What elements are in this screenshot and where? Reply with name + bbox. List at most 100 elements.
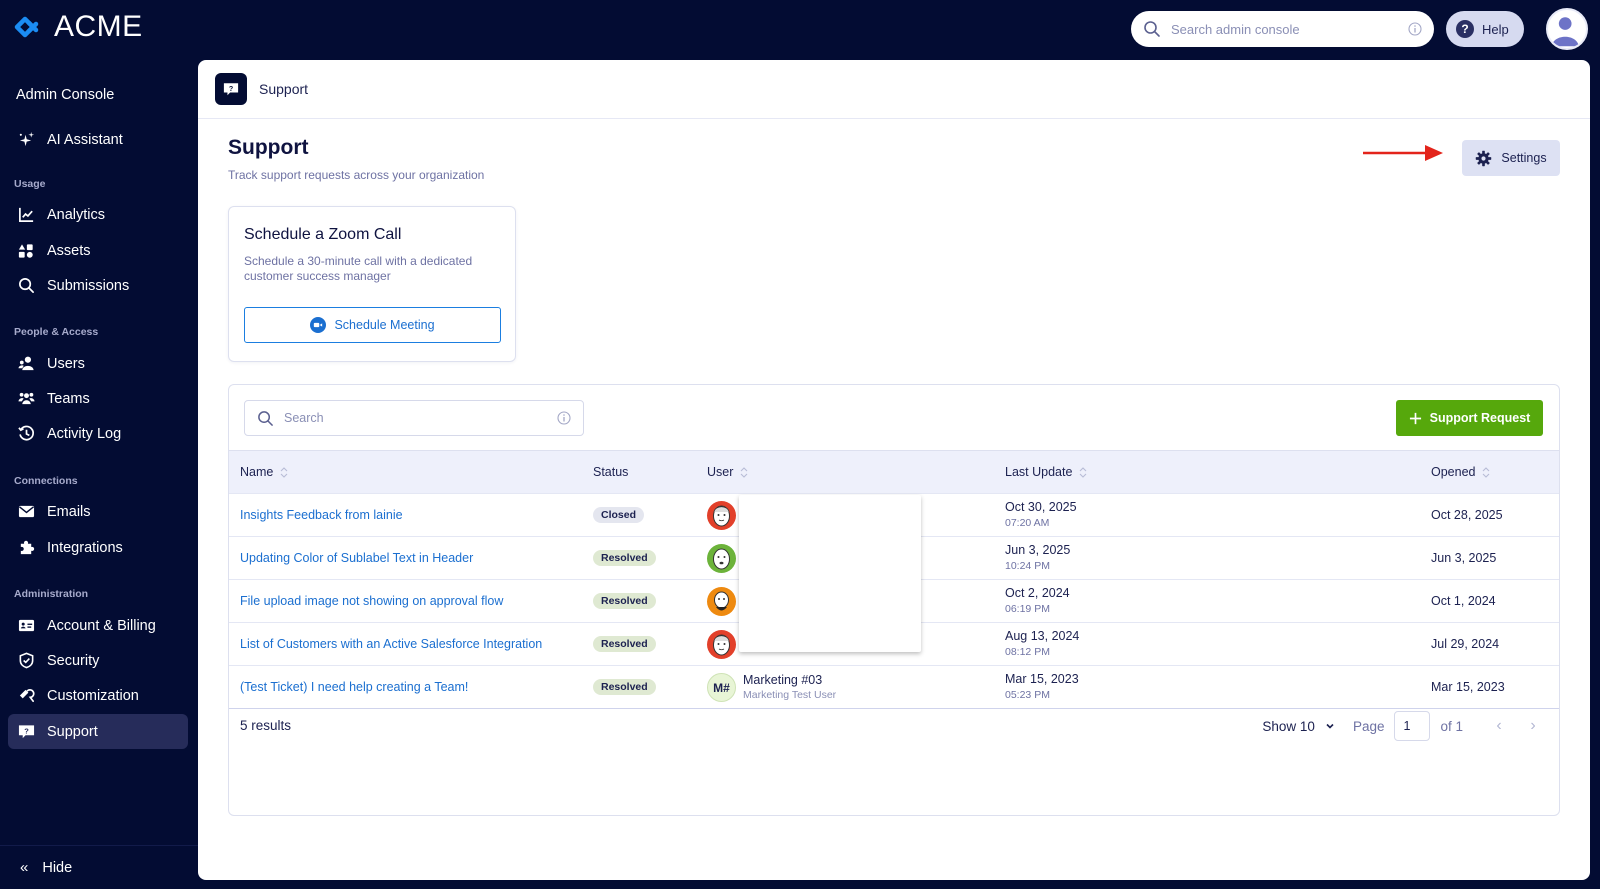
user-avatar — [707, 630, 736, 659]
next-page-chevron-right-icon[interactable]: › — [1530, 717, 1536, 734]
main-panel: ? Support Support Track support requests… — [198, 60, 1590, 880]
ticket-name-link[interactable]: Insights Feedback from lainie — [240, 508, 403, 522]
column-label: Opened — [1431, 465, 1476, 479]
shield-check-icon — [17, 652, 35, 670]
id-card-icon — [17, 617, 35, 635]
user-name: Marketing #03 — [743, 673, 823, 687]
illustrated-face-icon — [713, 634, 730, 656]
global-search-input[interactable] — [1171, 21, 1408, 37]
help-label: Help — [1482, 21, 1509, 37]
ticket-name-link[interactable]: (Test Ticket) I need help creating a Tea… — [240, 680, 469, 694]
support-chat-icon: ? — [215, 73, 247, 105]
user-subtitle: Marketing Test User — [743, 689, 837, 701]
illustrated-face-icon — [713, 505, 730, 527]
table-row[interactable]: List of Customers with an Active Salesfo… — [229, 623, 1559, 666]
column-header-name[interactable]: Name — [240, 465, 288, 479]
sidebar-item-customization[interactable]: Customization — [8, 678, 188, 713]
chart-line-icon — [17, 206, 35, 224]
column-label: User — [707, 465, 734, 479]
user-avatar — [707, 501, 736, 530]
header-title: Support — [259, 81, 309, 97]
sidebar-item-ai-assistant[interactable]: AI Assistant — [8, 122, 188, 157]
sidebar-item-label: Users — [47, 355, 85, 372]
status-badge: Resolved — [593, 593, 656, 609]
puzzle-icon — [17, 539, 35, 557]
sidebar-item-integrations[interactable]: Integrations — [8, 530, 188, 565]
column-header-opened[interactable]: Opened — [1431, 465, 1490, 479]
results-count: 5 results — [240, 718, 292, 733]
status-badge: Resolved — [593, 636, 656, 652]
svg-text:?: ? — [24, 726, 29, 735]
status-badge: Closed — [593, 507, 645, 523]
table-search[interactable] — [244, 400, 584, 436]
status-badge: Resolved — [593, 550, 656, 566]
sort-icon — [741, 466, 748, 478]
ticket-name-link[interactable]: List of Customers with an Active Salesfo… — [240, 637, 543, 651]
sparkles-icon — [17, 131, 35, 149]
page-label: Page — [1352, 718, 1385, 734]
opened-date: Mar 15, 2023 — [1431, 680, 1505, 694]
user-avatar — [707, 587, 736, 616]
double-chevron-left-icon: « — [20, 859, 29, 876]
schedule-meeting-button[interactable]: Schedule Meeting — [244, 307, 501, 343]
column-header-last-update[interactable]: Last Update — [1005, 465, 1087, 479]
users-icon — [17, 355, 35, 373]
settings-button[interactable]: Settings — [1462, 140, 1560, 176]
info-icon[interactable] — [557, 411, 571, 425]
last-update-time: 08:12 PM — [1005, 646, 1050, 658]
last-update-date: Oct 2, 2024 — [1005, 586, 1070, 600]
section-label-people-access: People & Access — [14, 326, 99, 338]
last-update-date: Jun 3, 2025 — [1005, 543, 1071, 557]
last-update-date: Aug 13, 2024 — [1005, 629, 1080, 643]
user-silhouette-icon — [1551, 17, 1579, 47]
hide-sidebar-button[interactable]: « Hide — [0, 845, 198, 889]
section-label-usage: Usage — [14, 178, 46, 190]
ticket-name-link[interactable]: Updating Color of Sublabel Text in Heade… — [240, 551, 474, 565]
page-number-input[interactable] — [1394, 711, 1431, 741]
page-size-select[interactable]: Show 10 — [1262, 719, 1335, 734]
search-icon — [258, 410, 273, 426]
sidebar-item-security[interactable]: Security — [8, 643, 188, 678]
illustrated-face-icon — [713, 548, 730, 570]
previous-page-chevron-left-icon[interactable]: ‹ — [1496, 717, 1502, 734]
sidebar-item-analytics[interactable]: Analytics — [8, 197, 188, 232]
hide-label: Hide — [42, 859, 73, 876]
add-support-request-label: Support Request — [1429, 411, 1531, 425]
sidebar-item-label: AI Assistant — [47, 131, 123, 148]
global-search[interactable] — [1131, 11, 1434, 47]
zoom-card-title: Schedule a Zoom Call — [244, 226, 402, 243]
user-info-popover — [739, 495, 921, 652]
annotation-arrow-icon — [1363, 145, 1443, 161]
zoom-camera-icon — [310, 317, 327, 333]
user-avatar[interactable] — [1546, 8, 1588, 50]
sidebar-item-label: Submissions — [47, 277, 130, 294]
sidebar-item-assets[interactable]: Assets — [8, 233, 188, 268]
ticket-name-link[interactable]: File upload image not showing on approva… — [240, 594, 504, 608]
table-row[interactable]: (Test Ticket) I need help creating a Tea… — [229, 666, 1559, 709]
sidebar-item-submissions[interactable]: Submissions — [8, 268, 188, 303]
brand-name: ACME — [54, 10, 143, 43]
last-update-time: 05:23 PM — [1005, 689, 1050, 701]
sidebar-item-users[interactable]: Users — [8, 346, 188, 381]
page-size-label: Show 10 — [1262, 718, 1315, 734]
opened-date: Oct 1, 2024 — [1431, 594, 1496, 608]
sidebar-item-support[interactable]: ? Support — [8, 714, 188, 749]
column-header-user[interactable]: User — [707, 465, 748, 479]
column-header-status: Status — [593, 465, 628, 479]
grid-shapes-icon — [17, 242, 35, 260]
add-support-request-button[interactable]: Support Request — [1396, 400, 1543, 436]
sidebar-item-teams[interactable]: Teams — [8, 381, 188, 416]
table-search-input[interactable] — [284, 411, 557, 425]
acme-logo[interactable]: ACME — [14, 10, 143, 44]
top-bar: ACME ? Help — [0, 0, 1600, 58]
sidebar-item-emails[interactable]: Emails — [8, 494, 188, 529]
help-button[interactable]: ? Help — [1446, 11, 1524, 47]
last-update-time: 07:20 AM — [1005, 517, 1050, 529]
page-total-label: of 1 — [1440, 718, 1463, 734]
support-chat-icon: ? — [17, 723, 35, 741]
sort-icon — [1483, 466, 1490, 478]
sidebar-item-label: Analytics — [47, 206, 106, 223]
sidebar-item-account-billing[interactable]: Account & Billing — [8, 608, 188, 643]
info-icon[interactable] — [1408, 22, 1422, 36]
sidebar-item-activity-log[interactable]: Activity Log — [8, 416, 188, 451]
